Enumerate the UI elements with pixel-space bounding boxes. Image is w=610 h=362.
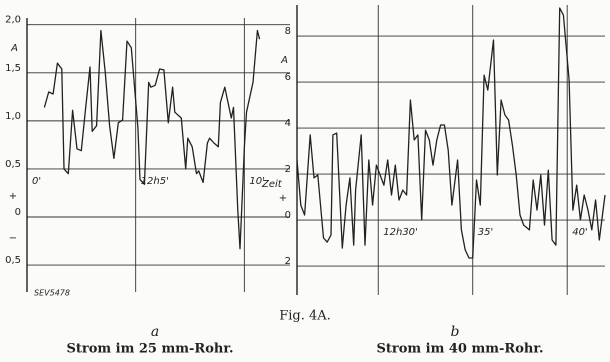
panel-label: b	[451, 324, 460, 340]
x-tick-label: 0'	[32, 176, 41, 187]
x-tick-label: 35'	[478, 227, 493, 238]
panel-caption: Strom im 25 mm-Rohr.	[66, 342, 233, 357]
x-axis-label: Zeit	[261, 179, 283, 190]
sign-label: +	[9, 191, 17, 202]
y-tick-label: 2	[285, 256, 291, 267]
y-tick-label: 1,0	[5, 111, 21, 122]
y-tick-label: 0	[285, 210, 291, 221]
panel-label: a	[151, 324, 159, 340]
panel-caption: Strom im 40 mm-Rohr.	[376, 342, 543, 357]
x-tick-label: 12h30'	[383, 227, 418, 238]
y-tick-label: 2,0	[5, 15, 21, 26]
y-tick-label: 2	[285, 164, 291, 175]
y-axis-label: A	[10, 43, 18, 54]
data-line	[296, 7, 606, 259]
sign-label: +	[279, 193, 287, 204]
x-tick-label: 12h5'	[141, 176, 169, 187]
x-tick-label: 10'	[249, 176, 264, 187]
y-tick-label: 0,5	[5, 159, 21, 170]
x-tick-label: 40'	[572, 227, 587, 238]
y-tick-label: 1,5	[5, 63, 21, 74]
y-tick-label: 4	[285, 118, 291, 129]
figure-caption: Fig. 4A.	[279, 309, 331, 324]
y-axis-label: A	[280, 55, 288, 66]
data-line	[43, 29, 261, 250]
y-tick-label: 0,5	[5, 255, 21, 266]
source-mark: SEV5478	[34, 289, 70, 298]
y-tick-label: 0	[15, 207, 21, 218]
y-tick-label: 8	[285, 26, 291, 37]
sign-label: −	[9, 233, 17, 244]
y-tick-label: 6	[285, 72, 291, 83]
